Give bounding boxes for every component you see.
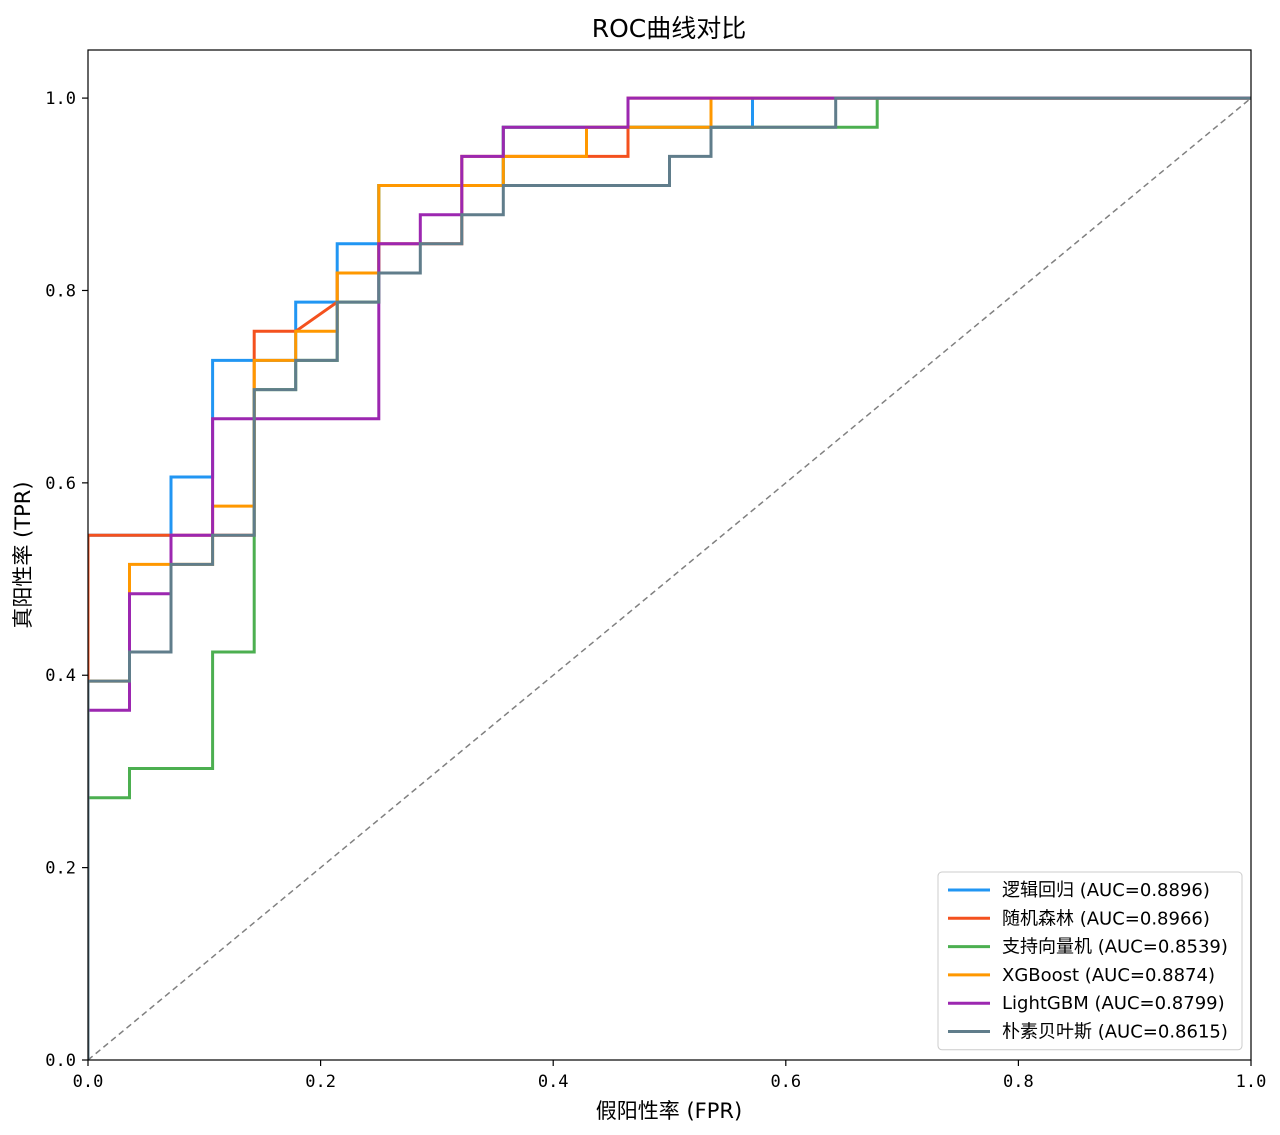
y-tick-label: 0.8 <box>45 281 76 301</box>
y-tick-label: 1.0 <box>45 89 76 109</box>
series-line-5 <box>88 96 1251 1060</box>
y-tick-label: 0.4 <box>45 666 76 686</box>
legend: 逻辑回归 (AUC=0.8896) 随机森林 (AUC=0.8966) 支持向量机 … <box>937 871 1243 1051</box>
x-tick-label: 0.6 <box>770 1072 801 1092</box>
x-axis-label: 假阳性率 (FPR) <box>596 1099 742 1123</box>
series-line-6 <box>88 96 1251 1060</box>
legend-entry-label: 随机森林 (AUC=0.8966) <box>1002 908 1210 929</box>
chart-title: ROC曲线对比 <box>592 14 747 43</box>
y-tick-label: 0.2 <box>45 859 76 879</box>
legend-entry-label: 朴素贝叶斯 (AUC=0.8615) <box>1002 1022 1228 1043</box>
x-tick-label: 0.0 <box>73 1072 104 1092</box>
diagonal-reference-line <box>88 97 1251 1060</box>
legend-entry-label: 支持向量机 (AUC=0.8539) <box>1002 937 1228 958</box>
x-tick-label: 0.4 <box>538 1072 569 1092</box>
legend-entry-label: XGBoost (AUC=0.8874) <box>1002 965 1215 986</box>
y-tick-label: 0.6 <box>45 474 76 494</box>
x-tick-label: 0.2 <box>305 1072 336 1092</box>
legend-entry-label: 逻辑回归 (AUC=0.8896) <box>1002 880 1210 901</box>
axes-frame <box>87 49 1252 1061</box>
y-axis-label: 真阳性率 (TPR) <box>11 481 35 628</box>
x-tick-label: 0.8 <box>1003 1072 1034 1092</box>
x-tick-label: 1.0 <box>1236 1072 1267 1092</box>
legend-entry-label: LightGBM (AUC=0.8799) <box>1002 993 1225 1014</box>
y-tick-label: 0.0 <box>45 1051 76 1071</box>
legend-box <box>937 871 1243 1051</box>
plot-area <box>88 96 1251 1060</box>
axis-ticks: 0.0 0.2 0.4 0.6 0.8 1.0 0.0 0.2 0.4 0.6 0.8 1.0 <box>45 89 1266 1092</box>
